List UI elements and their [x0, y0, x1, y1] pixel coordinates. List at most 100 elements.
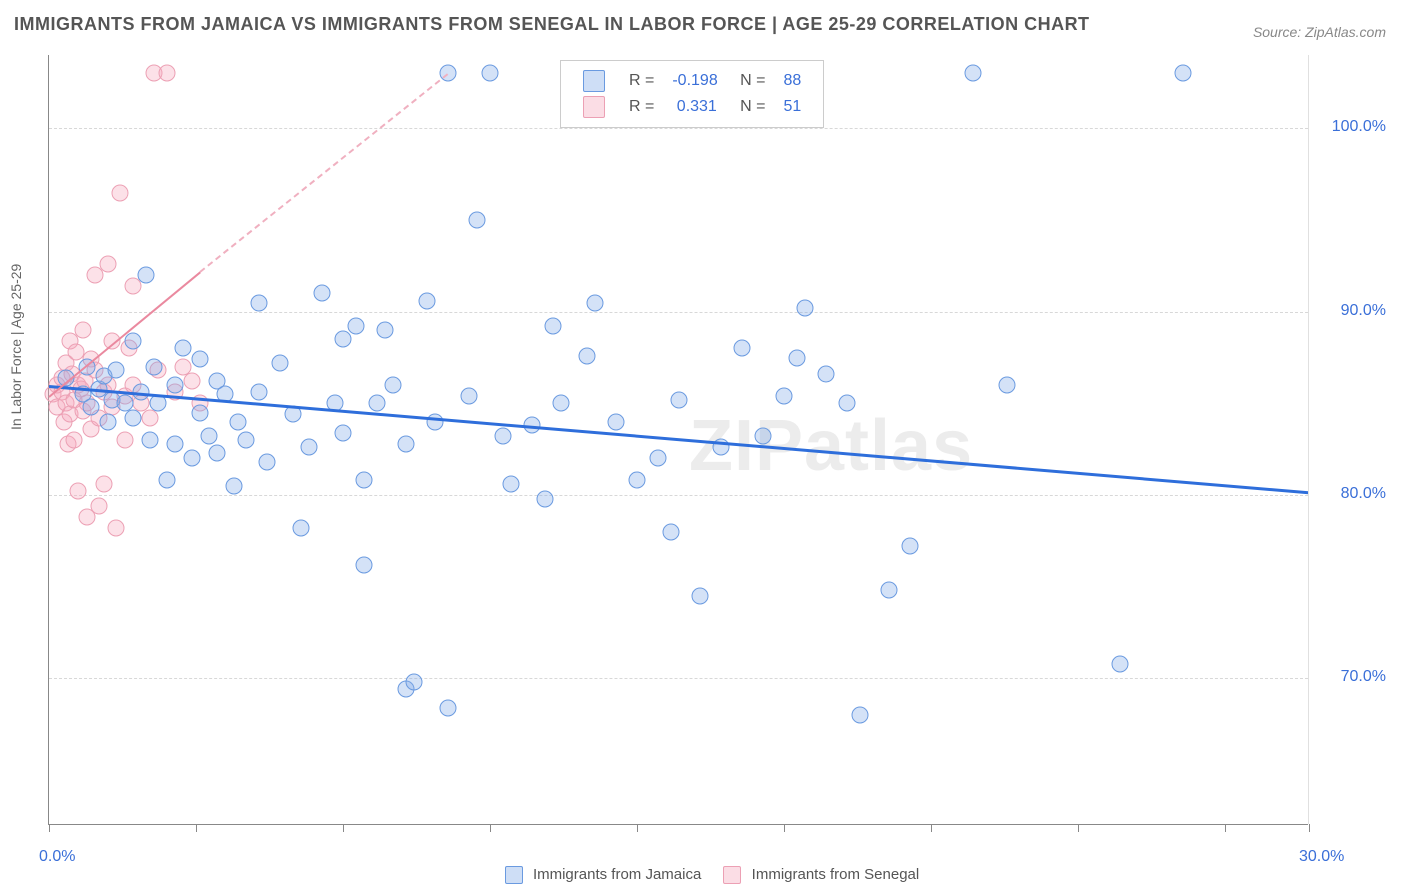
jamaica-point — [301, 439, 318, 456]
jamaica-point — [776, 388, 793, 405]
jamaica-point — [141, 432, 158, 449]
senegal-trendline-extrap — [200, 74, 449, 274]
jamaica-point — [692, 587, 709, 604]
bottom-legend: Immigrants from Jamaica Immigrants from … — [0, 866, 1406, 884]
x-tick — [784, 824, 785, 832]
jamaica-point — [385, 377, 402, 394]
jamaica-point — [146, 358, 163, 375]
chart-container: IMMIGRANTS FROM JAMAICA VS IMMIGRANTS FR… — [0, 0, 1406, 892]
jamaica-point — [99, 413, 116, 430]
jamaica-point — [225, 477, 242, 494]
x-tick — [490, 824, 491, 832]
y-tick-label: 70.0% — [1316, 668, 1386, 686]
x-tick — [637, 824, 638, 832]
jamaica-point — [368, 395, 385, 412]
y-tick-label: 100.0% — [1316, 118, 1386, 136]
jamaica-point — [335, 424, 352, 441]
x-tick — [196, 824, 197, 832]
senegal-point — [116, 432, 133, 449]
jamaica-point — [272, 355, 289, 372]
jamaica-point — [158, 472, 175, 489]
jamaica-point — [167, 377, 184, 394]
jamaica-point — [209, 444, 226, 461]
jamaica-point — [1112, 655, 1129, 672]
x-tick — [49, 824, 50, 832]
y-axis-label: In Labor Force | Age 25-29 — [8, 264, 24, 430]
jamaica-point — [427, 413, 444, 430]
jamaica-point — [469, 212, 486, 229]
n-label: N = — [728, 69, 774, 93]
jamaica-point — [356, 472, 373, 489]
senegal-point — [95, 476, 112, 493]
senegal-point — [70, 483, 87, 500]
jamaica-point — [108, 362, 125, 379]
jamaica-point — [167, 435, 184, 452]
jamaica-point — [1175, 65, 1192, 82]
senegal-point — [108, 520, 125, 537]
jamaica-point — [419, 292, 436, 309]
chart-title: IMMIGRANTS FROM JAMAICA VS IMMIGRANTS FR… — [14, 14, 1090, 35]
senegal-r-value: 0.331 — [664, 95, 725, 119]
x-tick-label: 0.0% — [39, 848, 75, 866]
jamaica-point — [553, 395, 570, 412]
jamaica-point — [494, 428, 511, 445]
jamaica-point — [461, 388, 478, 405]
jamaica-point — [503, 476, 520, 493]
jamaica-point — [347, 318, 364, 335]
senegal-point — [158, 65, 175, 82]
gridline-h — [49, 495, 1308, 496]
senegal-point — [99, 256, 116, 273]
jamaica-legend-label: Immigrants from Jamaica — [533, 866, 701, 883]
x-tick — [1309, 824, 1310, 832]
jamaica-point — [851, 707, 868, 724]
jamaica-point — [192, 404, 209, 421]
jamaica-point — [440, 699, 457, 716]
senegal-n-value: 51 — [776, 95, 810, 119]
senegal-legend-label: Immigrants from Senegal — [752, 866, 920, 883]
source-attribution: Source: ZipAtlas.com — [1253, 24, 1386, 40]
plot-area: ZIPatlas 70.0%80.0%90.0%100.0%0.0%30.0% — [48, 55, 1308, 825]
jamaica-point — [293, 520, 310, 537]
r-label: R = — [621, 95, 662, 119]
senegal-swatch-icon — [583, 96, 605, 118]
jamaica-point — [587, 294, 604, 311]
jamaica-point — [545, 318, 562, 335]
jamaica-point — [356, 556, 373, 573]
senegal-point — [141, 410, 158, 427]
jamaica-point — [818, 366, 835, 383]
senegal-point — [74, 322, 91, 339]
jamaica-point — [839, 395, 856, 412]
jamaica-point — [200, 428, 217, 445]
jamaica-point — [629, 472, 646, 489]
jamaica-point — [965, 65, 982, 82]
jamaica-point — [578, 347, 595, 364]
jamaica-point — [797, 300, 814, 317]
jamaica-point — [125, 333, 142, 350]
jamaica-point — [137, 267, 154, 284]
jamaica-point — [650, 450, 667, 467]
y-tick-label: 90.0% — [1316, 302, 1386, 320]
jamaica-point — [259, 454, 276, 471]
jamaica-point — [881, 582, 898, 599]
correlation-legend: R =-0.198 N =88R = 0.331 N =51 — [560, 60, 824, 128]
jamaica-point — [608, 413, 625, 430]
n-label: N = — [728, 95, 774, 119]
x-tick — [343, 824, 344, 832]
r-label: R = — [621, 69, 662, 93]
senegal-point — [112, 184, 129, 201]
jamaica-point — [671, 391, 688, 408]
x-tick — [931, 824, 932, 832]
senegal-swatch-icon — [723, 866, 741, 884]
x-tick — [1225, 824, 1226, 832]
jamaica-point — [902, 538, 919, 555]
jamaica-swatch-icon — [583, 70, 605, 92]
x-tick-label: 30.0% — [1299, 848, 1344, 866]
x-tick — [1078, 824, 1079, 832]
senegal-point — [91, 498, 108, 515]
jamaica-point — [406, 674, 423, 691]
senegal-point — [66, 432, 83, 449]
senegal-point — [183, 373, 200, 390]
jamaica-point — [335, 331, 352, 348]
jamaica-point — [788, 349, 805, 366]
jamaica-point — [482, 65, 499, 82]
